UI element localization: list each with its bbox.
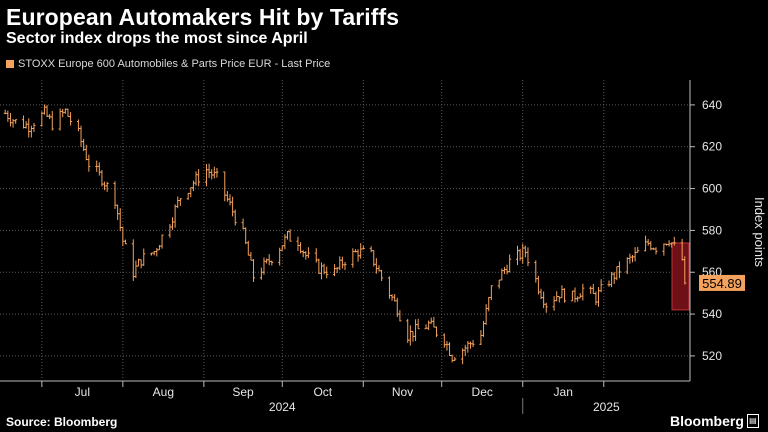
source-note: Source: Bloomberg: [6, 415, 118, 429]
x-tick-label: Oct: [313, 385, 332, 399]
x-tick-label: Dec: [472, 385, 493, 399]
y-tick-label: 620: [702, 140, 722, 154]
x-tick-label: Jan: [554, 385, 573, 399]
x-tick-label: Jul: [75, 385, 90, 399]
terminal-icon: ▤: [746, 414, 759, 428]
y-tick-label: 520: [702, 349, 722, 363]
x-year-label: 2024: [269, 400, 296, 414]
y-tick-label: 600: [702, 182, 722, 196]
brand-label: Bloomberg: [670, 413, 744, 429]
y-tick-label: 580: [702, 223, 722, 237]
legend-swatch: [6, 60, 14, 68]
x-tick-label: Sep: [232, 385, 254, 399]
legend: STOXX Europe 600 Automobiles & Parts Pri…: [6, 58, 330, 70]
legend-label: STOXX Europe 600 Automobiles & Parts Pri…: [18, 58, 331, 70]
last-value-label: 554.89: [702, 276, 742, 291]
y-axis-title: Index points: [752, 197, 767, 268]
drop-highlight: [671, 242, 690, 311]
y-tick-label: 640: [702, 98, 722, 112]
x-tick-label: Aug: [153, 385, 174, 399]
x-year-label: 2025: [593, 400, 620, 414]
chart-subtitle: Sector index drops the most since April: [6, 30, 308, 47]
last-value-badge: [699, 274, 745, 291]
x-tick-label: Nov: [392, 385, 413, 399]
y-tick-label: 540: [702, 307, 722, 321]
bloomberg-logo: Bloomberg ▤: [670, 413, 759, 429]
chart-title: European Automakers Hit by Tariffs: [6, 4, 400, 30]
